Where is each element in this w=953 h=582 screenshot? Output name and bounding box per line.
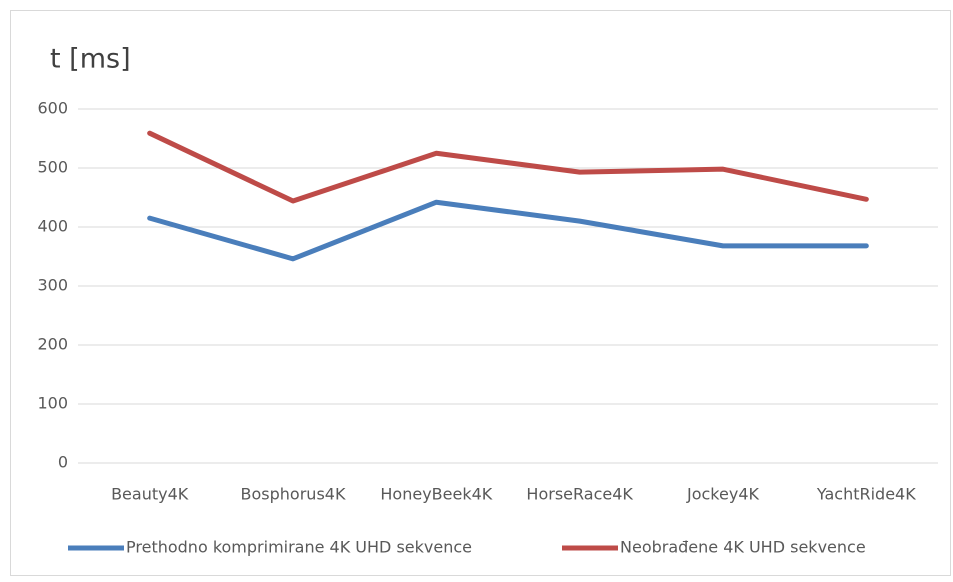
- chart-border: [10, 10, 951, 576]
- x-tick-label: HoneyBeek4K: [380, 485, 492, 504]
- y-tick-label: 300: [37, 276, 68, 295]
- x-tick-label: Beauty4K: [111, 485, 189, 504]
- y-tick-label: 100: [37, 394, 68, 413]
- y-axis-label: t [ms]: [50, 44, 131, 75]
- x-tick-label: HorseRace4K: [526, 485, 633, 504]
- data-line: [147, 199, 869, 262]
- y-tick-label: 600: [37, 99, 68, 118]
- legend-label: Neobrađene 4K UHD sekvence: [620, 538, 866, 557]
- x-tick-label: YachtRide4K: [816, 485, 916, 504]
- data-line: [147, 130, 869, 204]
- y-tick-label: 200: [37, 335, 68, 354]
- x-tick-label: Jockey4K: [686, 485, 759, 504]
- y-tick-label: 500: [37, 158, 68, 177]
- legend-label: Prethodno komprimirane 4K UHD sekvence: [126, 538, 472, 557]
- x-tick-label: Bosphorus4K: [241, 485, 346, 504]
- y-tick-label: 0: [58, 453, 68, 472]
- y-tick-label: 400: [37, 217, 68, 236]
